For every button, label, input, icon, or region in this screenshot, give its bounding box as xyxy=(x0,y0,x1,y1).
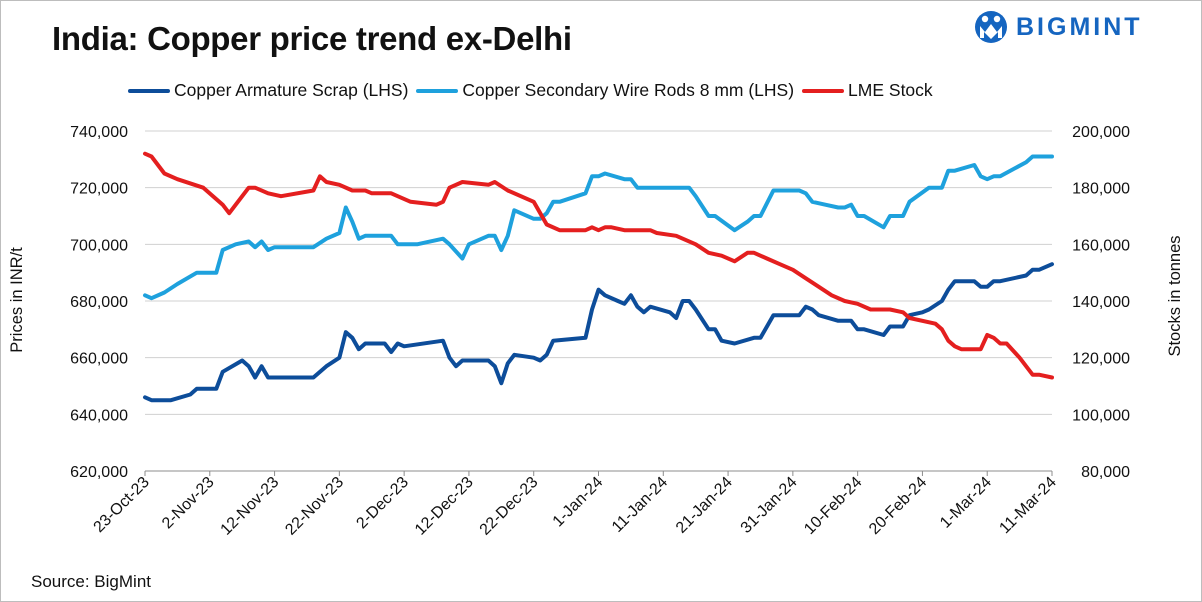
x-tick-label: 22-Nov-23 xyxy=(282,474,347,539)
legend-label-lme-stock: LME Stock xyxy=(848,80,933,100)
chart-legend: Copper Armature Scrap (LHS) Copper Secon… xyxy=(128,80,941,101)
x-tick-label: 12-Dec-23 xyxy=(412,474,477,539)
x-tick-label: 12-Nov-23 xyxy=(218,474,283,539)
y-axis-left-title: Prices in INR/t xyxy=(8,247,26,353)
legend-label-armature-scrap: Copper Armature Scrap (LHS) xyxy=(174,80,409,100)
brand-logo: BIGMINT xyxy=(974,8,1143,46)
y-right-tick-label: 160,000 xyxy=(1072,237,1130,254)
y-left-tick-label: 620,000 xyxy=(70,464,128,481)
series-lines xyxy=(143,151,1054,403)
x-tick-label: 1-Jan-24 xyxy=(550,474,607,531)
source-note: Source: BigMint xyxy=(31,572,151,591)
series-line-wire-rods xyxy=(143,154,1054,301)
bigmint-logo-icon xyxy=(975,11,1007,43)
x-tick-label: 23-Oct-23 xyxy=(91,474,153,536)
y-right-tick-label: 100,000 xyxy=(1072,407,1130,424)
series-line-armature-scrap xyxy=(143,262,1054,403)
legend-item-wire-rods: Copper Secondary Wire Rods 8 mm (LHS) xyxy=(416,80,794,101)
x-tick-label: 2-Dec-23 xyxy=(353,474,412,533)
x-tick-label: 21-Jan-24 xyxy=(673,474,736,537)
x-tick-label: 2-Nov-23 xyxy=(159,474,218,533)
y-right-tick-label: 80,000 xyxy=(1081,464,1130,481)
x-tick-label: 20-Feb-24 xyxy=(866,474,930,538)
axes: 620,000 640,000 660,000 680,000 700,000 720,0… xyxy=(70,124,1130,539)
legend-swatch-wire-rods xyxy=(416,88,459,93)
legend-swatch-armature-scrap xyxy=(128,88,170,93)
y-right-tick-label: 200,000 xyxy=(1072,124,1130,141)
y-left-tick-label: 720,000 xyxy=(70,181,128,198)
y-left-tick-label: 700,000 xyxy=(70,237,128,254)
brand-name: BIGMINT xyxy=(1016,12,1143,41)
x-tick-label: 22-Dec-23 xyxy=(477,474,542,539)
legend-item-armature-scrap: Copper Armature Scrap (LHS) xyxy=(128,80,408,101)
x-tick-label: 1-Mar-24 xyxy=(937,474,995,532)
y-right-tick-label: 120,000 xyxy=(1072,351,1130,368)
y-left-tick-label: 740,000 xyxy=(70,124,128,141)
x-tick-label: 11-Jan-24 xyxy=(609,474,671,536)
y-left-tick-label: 660,000 xyxy=(70,351,128,368)
y-left-tick-label: 680,000 xyxy=(70,294,128,311)
chart-title: India: Copper price trend ex-Delhi xyxy=(52,20,572,57)
y-right-tick-label: 140,000 xyxy=(1072,294,1130,311)
x-tick-label: 31-Jan-24 xyxy=(738,474,801,537)
y-axis-right-title: Stocks in tonnes xyxy=(1166,235,1184,356)
series-line-lme-stock xyxy=(143,151,1054,380)
x-tick-label: 11-Mar-24 xyxy=(996,474,1059,537)
y-right-tick-label: 180,000 xyxy=(1072,181,1130,198)
legend-label-wire-rods: Copper Secondary Wire Rods 8 mm (LHS) xyxy=(462,80,795,100)
x-tick-label: 10-Feb-24 xyxy=(801,474,865,538)
legend-swatch-lme-stock xyxy=(802,88,845,93)
legend-item-lme-stock: LME Stock xyxy=(802,80,933,101)
gridlines xyxy=(145,130,1052,472)
y-left-tick-label: 640,000 xyxy=(70,407,128,424)
